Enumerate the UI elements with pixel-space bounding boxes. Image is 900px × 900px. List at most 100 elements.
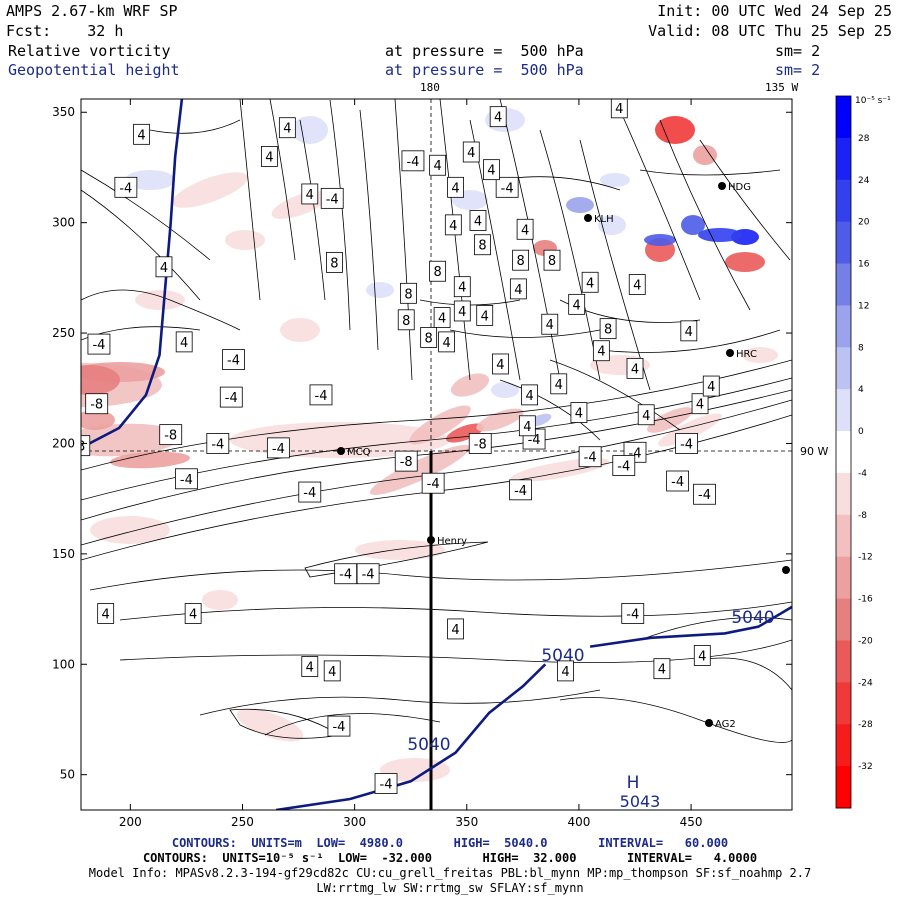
vorticity-shade bbox=[225, 230, 265, 250]
vorticity-label: 4 bbox=[615, 102, 623, 117]
vorticity-label: 4 bbox=[555, 378, 563, 393]
vorticity-shade bbox=[81, 410, 115, 430]
vorticity-label: -4 bbox=[680, 437, 693, 452]
vorticity-label-box bbox=[278, 117, 296, 139]
vorticity-label-box bbox=[155, 256, 173, 278]
colorbar-segment bbox=[836, 431, 851, 474]
vorticity-shade bbox=[280, 318, 320, 342]
vorticity-label: -4 bbox=[119, 181, 132, 196]
vorticity-label: 8 bbox=[404, 287, 412, 302]
vorticity-label-box bbox=[175, 468, 198, 490]
vorticity-label: -8 bbox=[90, 398, 103, 413]
vorticity-shade bbox=[355, 540, 445, 560]
physics-info: LW:rrtmg_lw SW:rrtmg_sw SFLAY:sf_mynn bbox=[316, 881, 584, 895]
vorticity-label-box bbox=[444, 214, 462, 236]
vorticity-label: 4 bbox=[458, 305, 466, 320]
vorticity-shade bbox=[366, 282, 394, 298]
y-tick-label: 100 bbox=[52, 657, 75, 671]
colorbar-tick-label: -28 bbox=[858, 720, 873, 730]
vorticity-contour bbox=[119, 639, 792, 663]
vorticity-shade bbox=[681, 215, 705, 235]
field1-name: Relative vorticity bbox=[8, 42, 171, 60]
vorticity-label: -4 bbox=[326, 192, 339, 207]
vorticity-label: -4 bbox=[225, 391, 238, 406]
vorticity-contour bbox=[89, 559, 792, 591]
colorbar-segment bbox=[836, 556, 851, 600]
vorticity-label-box bbox=[334, 563, 358, 585]
vorticity-shade bbox=[236, 708, 304, 742]
colorbar-segment bbox=[836, 221, 851, 265]
plot-frame bbox=[80, 98, 793, 811]
vorticity-label-box bbox=[495, 176, 519, 198]
vorticity-contour bbox=[239, 99, 261, 301]
vorticity-label: 8 bbox=[402, 314, 410, 329]
vorticity-contour bbox=[149, 119, 241, 134]
vorticity-contour bbox=[639, 617, 792, 641]
vorticity-label-box bbox=[578, 446, 602, 468]
vorticity-contour bbox=[639, 169, 781, 176]
vorticity-label: 4 bbox=[496, 358, 504, 373]
model-title: AMPS 2.67-km WRF SP bbox=[6, 2, 178, 20]
station-marker-henry bbox=[427, 536, 435, 544]
station-label-klh: KLH bbox=[594, 214, 614, 225]
vorticity-label: -4 bbox=[584, 451, 597, 466]
vorticity-contour-info: CONTOURS: UNITS=10⁻⁵ s⁻¹ LOW= -32.000 HI… bbox=[142, 851, 758, 865]
vorticity-label-box bbox=[433, 307, 451, 328]
vorticity-label: -4 bbox=[626, 607, 639, 622]
vorticity-shade bbox=[598, 215, 626, 235]
vorticity-label-box bbox=[492, 353, 509, 375]
vorticity-label-box bbox=[266, 437, 290, 459]
colorbar-segment bbox=[836, 640, 851, 683]
vorticity-contour bbox=[699, 657, 792, 691]
vorticity-label-box bbox=[628, 274, 646, 295]
vorticity-contour bbox=[199, 689, 601, 716]
vorticity-shade bbox=[655, 116, 695, 144]
colorbar-tick-label: 0 bbox=[858, 427, 864, 437]
vorticity-label-box bbox=[420, 327, 438, 348]
vorticity-label: -8 bbox=[474, 437, 487, 452]
vorticity-label: 4 bbox=[696, 398, 704, 413]
vorticity-label: -4 bbox=[380, 778, 393, 793]
station-marker-unnamed bbox=[782, 566, 790, 574]
station-marker-hdg bbox=[718, 182, 726, 190]
vorticity-label-box bbox=[323, 660, 341, 682]
vorticity-label: 4 bbox=[265, 150, 273, 165]
vorticity-label-box bbox=[462, 141, 480, 163]
vorticity-label-box bbox=[691, 393, 709, 415]
vorticity-label-box bbox=[512, 249, 530, 271]
vorticity-shade bbox=[658, 413, 722, 447]
vorticity-contour bbox=[394, 99, 413, 381]
vorticity-label: 4 bbox=[160, 261, 168, 276]
vorticity-label-box bbox=[550, 373, 568, 395]
vorticity-label: 8 bbox=[433, 265, 441, 280]
vorticity-label: 8 bbox=[516, 254, 524, 269]
colorbar-segment bbox=[836, 179, 851, 223]
vorticity-label: 8 bbox=[548, 254, 556, 269]
vorticity-label-box bbox=[85, 393, 109, 415]
vorticity-label: 4 bbox=[481, 309, 489, 324]
vorticity-label-box bbox=[81, 435, 91, 457]
vorticity-label: -8 bbox=[72, 440, 85, 455]
vorticity-label-box bbox=[693, 645, 711, 666]
vorticity-label-box bbox=[301, 656, 319, 677]
vorticity-label-box bbox=[429, 260, 447, 282]
colorbar-segment bbox=[836, 347, 851, 390]
vorticity-label-box bbox=[320, 187, 344, 209]
colorbar-tick-label: -32 bbox=[858, 762, 873, 772]
field2-smoothing: sm= 2 bbox=[775, 61, 821, 79]
field2-name: Geopotential height bbox=[8, 61, 180, 79]
vorticity-label: 4 bbox=[521, 223, 529, 238]
vorticity-contour bbox=[81, 389, 792, 521]
vorticity-label-box bbox=[702, 375, 720, 397]
vorticity-label-box bbox=[327, 715, 351, 737]
vorticity-label-box bbox=[438, 331, 455, 353]
vorticity-label-box bbox=[653, 658, 671, 680]
vorticity-contour bbox=[699, 139, 791, 261]
vorticity-shade bbox=[409, 405, 471, 445]
vorticity-label: -4 bbox=[514, 484, 527, 499]
vorticity-label: 4 bbox=[561, 665, 569, 680]
vorticity-label-box bbox=[489, 106, 507, 128]
y-tick-label: 200 bbox=[52, 436, 75, 450]
vorticity-contour bbox=[119, 601, 792, 621]
vorticity-label: 4 bbox=[586, 276, 594, 291]
